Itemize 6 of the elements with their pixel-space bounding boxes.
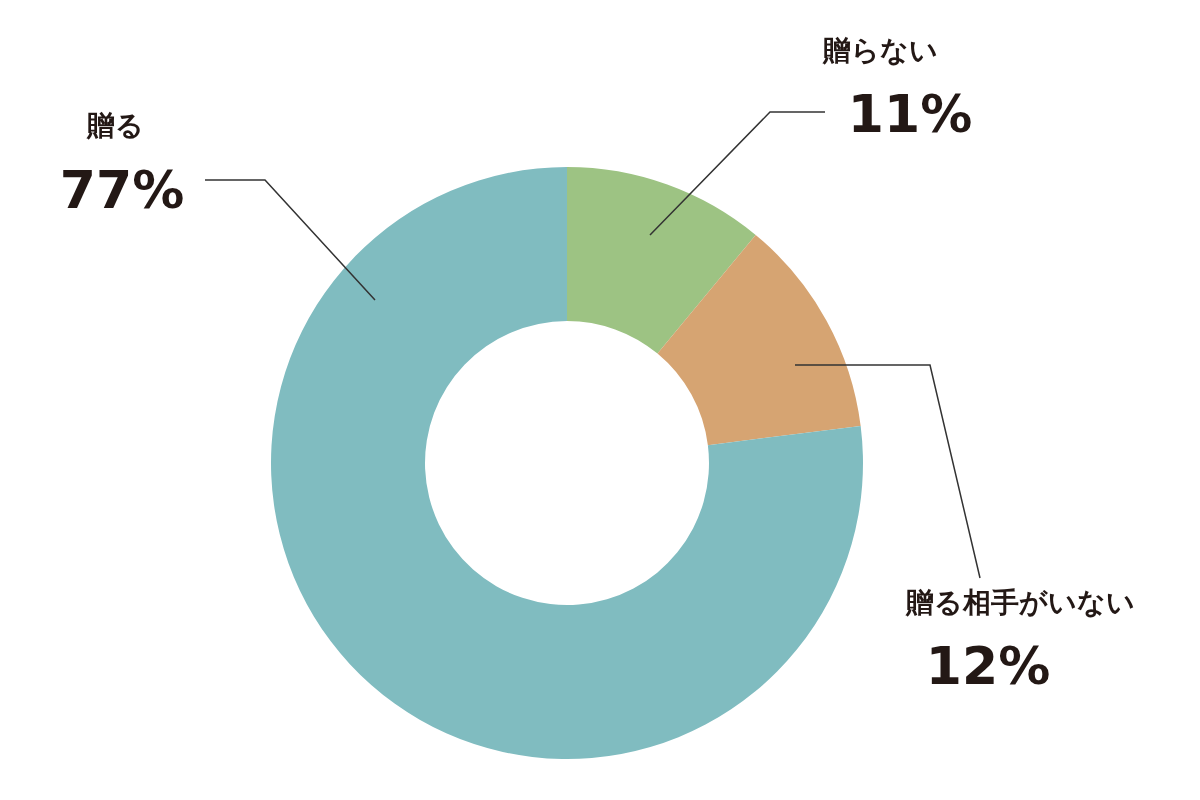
slice-label: 贈らない [821,34,938,67]
data-label: 11% [847,84,973,144]
data-label: 12% [925,636,1051,696]
slice-label: 贈る相手がいない [904,586,1135,619]
slice-label: 贈る [85,109,144,142]
data-label: 77% [59,160,185,220]
